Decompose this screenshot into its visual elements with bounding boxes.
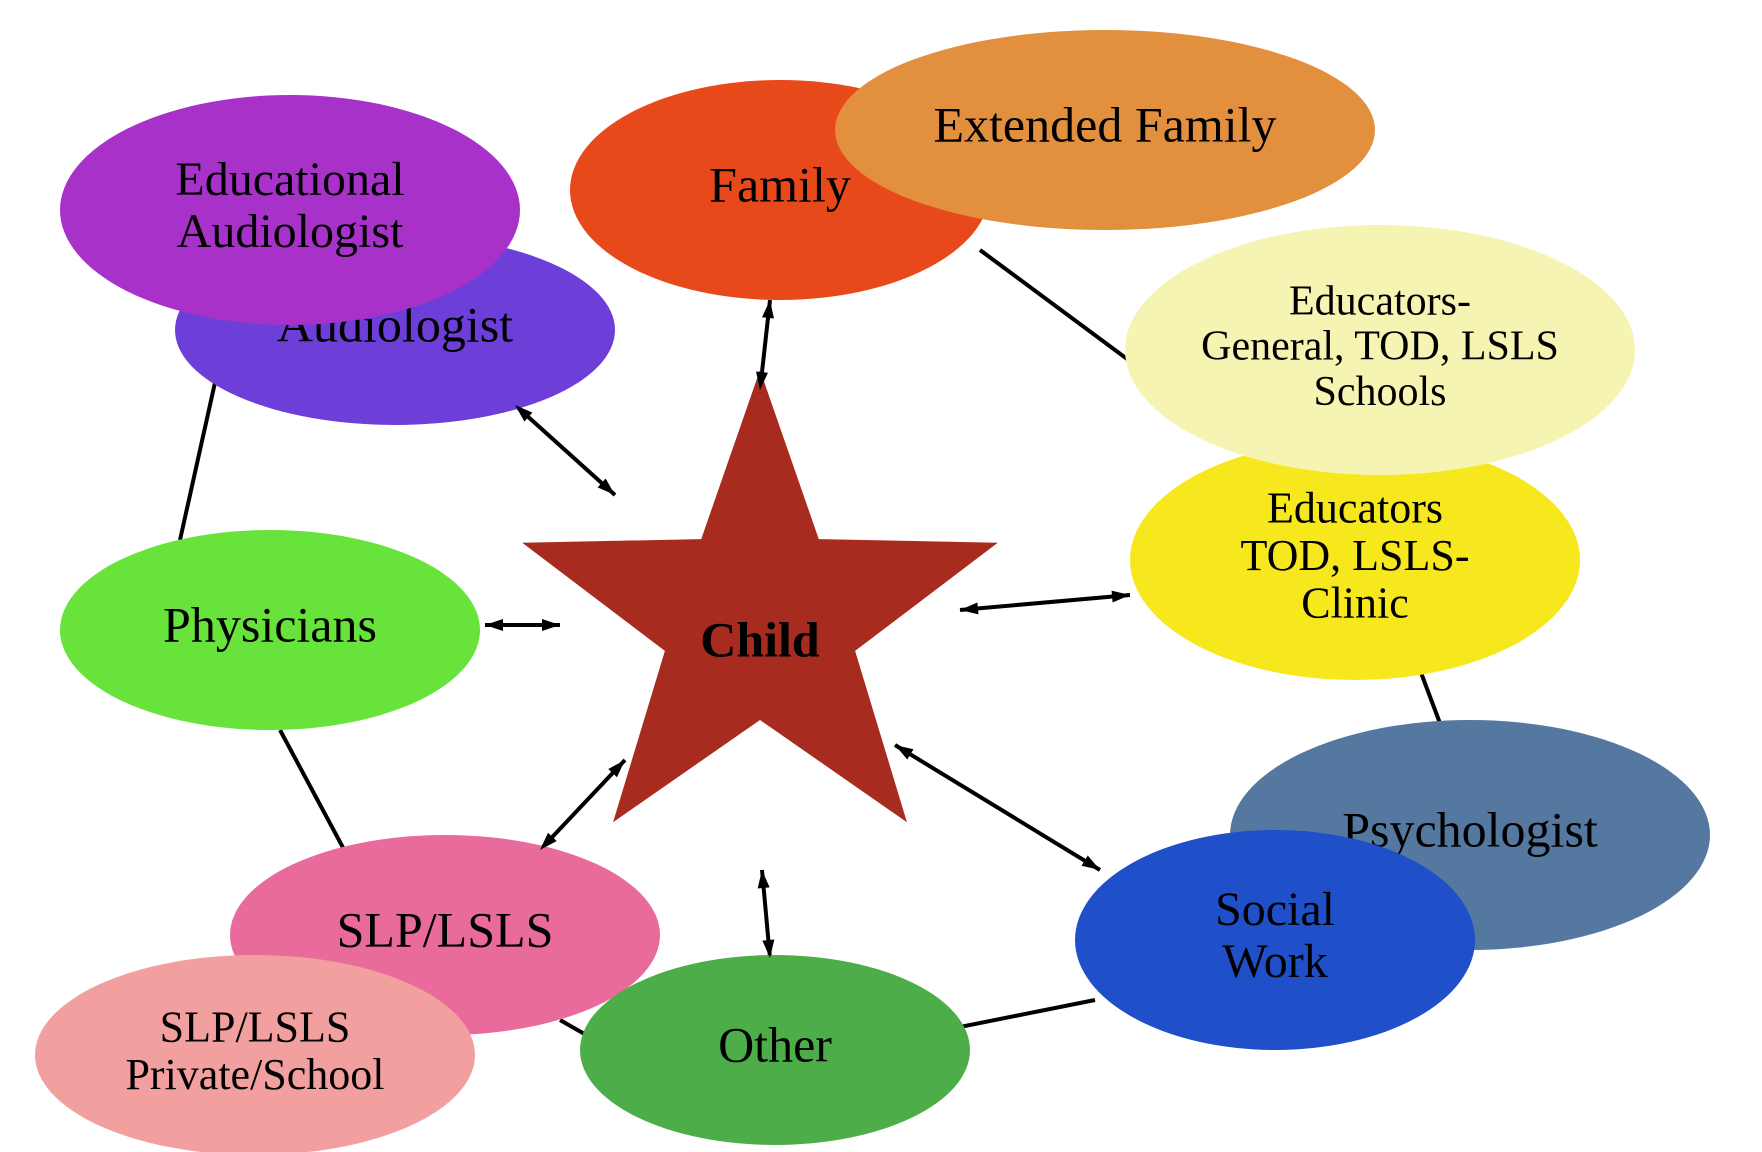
node-label-slp-lsls-private-line0: SLP/LSLS: [160, 1002, 351, 1051]
node-label-slp-lsls-line0: SLP/LSLS: [337, 901, 554, 957]
node-label-educators-schools-line2: Schools: [1313, 369, 1446, 415]
node-label-extended-family-line0: Extended Family: [934, 96, 1277, 152]
node-extended-family: Extended Family: [835, 30, 1375, 230]
node-educators-clinic: EducatorsTOD, LSLS-Clinic: [1130, 440, 1580, 680]
node-label-educators-schools-line1: General, TOD, LSLS: [1201, 324, 1559, 370]
node-educational-audiologist: EducationalAudiologist: [60, 95, 520, 325]
node-label-educators-clinic-line1: TOD, LSLS-: [1241, 531, 1470, 580]
diagram-container: Family Audiologist EducatorsTOD, LSLS-Clin…: [0, 0, 1762, 1152]
node-label-family-line0: Family: [709, 156, 851, 212]
node-label-other-line0: Other: [718, 1016, 832, 1072]
node-label-slp-lsls-private-line1: Private/School: [125, 1050, 384, 1099]
node-other: Other: [580, 955, 970, 1145]
network-diagram: Family Audiologist EducatorsTOD, LSLS-Clin…: [0, 0, 1762, 1152]
node-physicians: Physicians: [60, 530, 480, 730]
node-label-educational-audiologist-line0: Educational: [175, 153, 404, 206]
node-label-social-work-line0: Social: [1215, 883, 1335, 936]
node-slp-lsls-private: SLP/LSLSPrivate/School: [35, 955, 475, 1152]
node-label-educators-clinic-line0: Educators: [1267, 484, 1443, 533]
node-label-social-work-line1: Work: [1222, 935, 1327, 988]
node-label-physicians-line0: Physicians: [163, 596, 377, 652]
node-social-work: SocialWork: [1075, 830, 1475, 1050]
node-label-educators-clinic-line2: Clinic: [1301, 579, 1409, 628]
center-label: Child: [700, 611, 820, 667]
node-label-educators-schools-line0: Educators-: [1289, 278, 1471, 324]
node-label-educational-audiologist-line1: Audiologist: [177, 205, 404, 258]
node-educators-schools: Educators-General, TOD, LSLSSchools: [1125, 225, 1635, 475]
